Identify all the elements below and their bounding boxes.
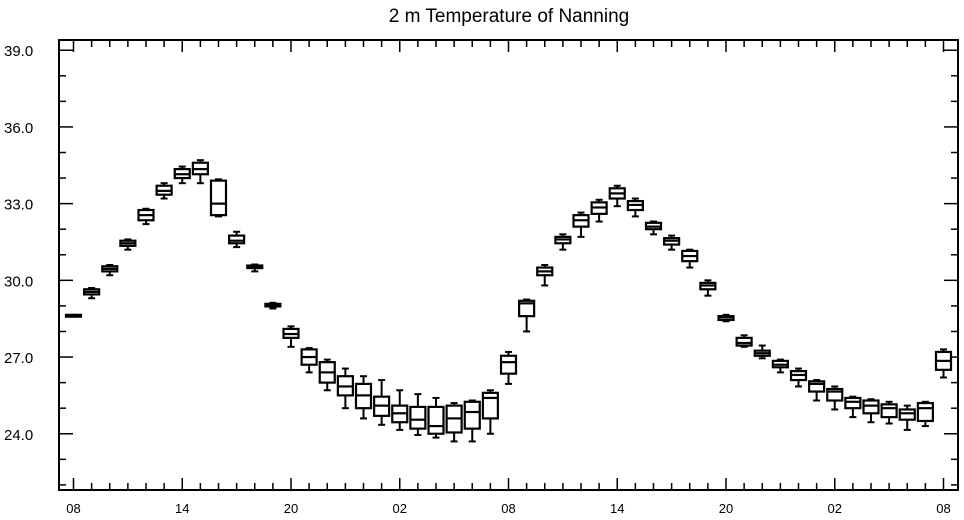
box-plot-item xyxy=(898,404,916,431)
box-plot-item xyxy=(681,248,699,269)
x-tick-label: 02 xyxy=(828,501,842,516)
box-plot-item xyxy=(499,350,518,385)
box-plot-item xyxy=(934,348,953,379)
box-plot-item xyxy=(554,233,572,251)
box-plot-item xyxy=(373,379,391,426)
box-plot-item xyxy=(119,238,137,251)
box-plot-item xyxy=(572,211,590,238)
box-plot-item xyxy=(409,393,427,437)
iqr-box xyxy=(209,179,228,217)
y-tick-label: 30.0 xyxy=(4,273,33,290)
y-tick-label: 27.0 xyxy=(4,350,33,367)
box-plot-item xyxy=(644,220,663,236)
iqr-box xyxy=(808,380,826,393)
box-plot-item xyxy=(228,230,246,249)
box-plot-item xyxy=(826,385,844,411)
box-plot-item xyxy=(173,165,191,185)
box-plot-item xyxy=(300,347,318,374)
iqr-box xyxy=(735,336,753,347)
box-plot-item xyxy=(318,358,336,392)
box-plot-item xyxy=(699,279,717,297)
iqr-box xyxy=(463,400,481,430)
iqr-box xyxy=(916,401,934,423)
iqr-box xyxy=(427,405,445,435)
iqr-box xyxy=(862,399,880,415)
x-tick-label: 14 xyxy=(175,501,189,516)
box-plot-item xyxy=(753,344,771,360)
box-plot-item xyxy=(735,334,753,348)
box-plot-item xyxy=(844,395,862,419)
box-plot-item xyxy=(481,389,499,435)
x-tick-label: 08 xyxy=(936,501,950,516)
iqr-box xyxy=(481,391,499,420)
iqr-box xyxy=(409,405,427,430)
box-plot-item xyxy=(626,197,644,218)
iqr-box xyxy=(826,387,844,402)
box-plot-item xyxy=(354,375,373,420)
box-plot-item xyxy=(137,207,155,226)
box-plot-item xyxy=(518,298,536,333)
box-plot-item xyxy=(880,400,898,425)
box-plot-item xyxy=(590,198,608,223)
box-plot-item xyxy=(663,234,681,251)
x-axis: 08 14 20 02 08 14 20 02 08 xyxy=(66,40,951,516)
iqr-box xyxy=(844,396,862,410)
y-axis: 24.0 27.0 30.0 33.0 36.0 39.0 xyxy=(4,43,958,486)
box-plot-item xyxy=(789,367,808,388)
box-plot-item xyxy=(608,184,626,208)
iqr-box xyxy=(228,234,246,245)
box-plot-item xyxy=(155,182,173,200)
x-tick-label: 08 xyxy=(501,501,515,516)
iqr-box xyxy=(499,354,518,375)
box-plot-item xyxy=(391,389,409,431)
box-plot-item xyxy=(427,396,445,439)
box-plot-item xyxy=(862,398,880,424)
x-tick-label: 08 xyxy=(66,501,80,516)
box-plot-item xyxy=(101,264,119,277)
box-plot-item xyxy=(264,301,282,310)
box-plot-item xyxy=(536,264,554,287)
chart-title: 2 m Temperature of Nanning xyxy=(389,6,629,27)
box-plot-item xyxy=(64,313,83,318)
iqr-box xyxy=(518,299,536,318)
x-tick-label: 20 xyxy=(719,501,733,516)
box-plot-item xyxy=(808,379,826,402)
box-plot-item xyxy=(336,367,354,410)
box-plot-item xyxy=(717,313,735,323)
box-plot-item xyxy=(771,358,789,374)
box-plot-item xyxy=(246,263,264,273)
iqr-box xyxy=(880,403,898,419)
box-plot-item xyxy=(83,287,101,300)
box-plot-item xyxy=(463,399,481,443)
y-tick-label: 24.0 xyxy=(4,427,33,444)
x-tick-label: 20 xyxy=(284,501,298,516)
x-tick-label: 14 xyxy=(610,501,624,516)
x-tick-label: 02 xyxy=(393,501,407,516)
box-plot-item xyxy=(282,325,300,348)
box-plot-item xyxy=(209,178,228,218)
box-plot-item xyxy=(916,400,934,428)
box-plot-item xyxy=(191,159,209,185)
box-plot-item xyxy=(445,402,463,443)
box-series xyxy=(64,159,953,443)
plot-frame xyxy=(58,39,959,491)
y-tick-label: 36.0 xyxy=(4,120,33,137)
iqr-box xyxy=(898,408,916,421)
y-tick-label: 39.0 xyxy=(4,43,33,60)
y-tick-label: 33.0 xyxy=(4,197,33,214)
